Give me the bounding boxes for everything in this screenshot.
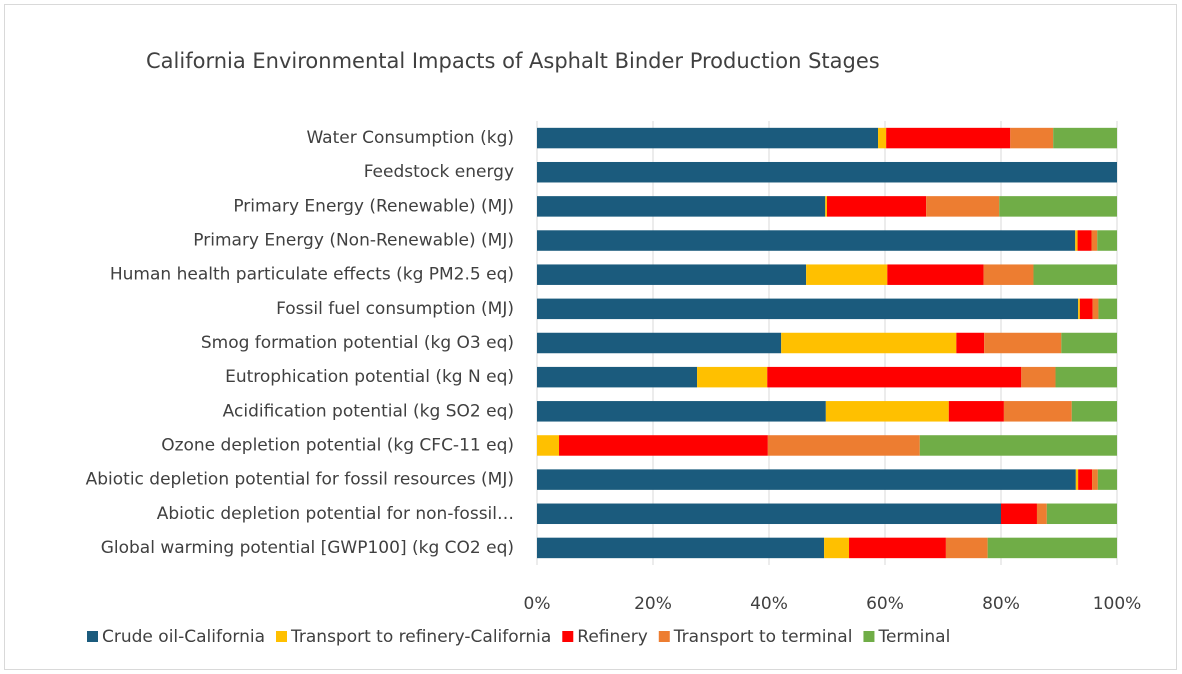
bar-segment — [537, 332, 782, 354]
bar-segment — [1079, 298, 1093, 320]
legend-label: Refinery — [577, 627, 648, 647]
bar-segment — [1091, 230, 1098, 251]
legend-swatch — [276, 631, 287, 642]
bar-segment — [887, 264, 984, 285]
chart-title: California Environmental Impacts of Asph… — [146, 49, 880, 73]
bar-segment — [999, 196, 1117, 217]
bar-segment — [537, 161, 1117, 183]
bar-segment — [1033, 264, 1117, 285]
bar-segment — [1021, 366, 1056, 388]
bar-segment — [919, 435, 1117, 456]
y-tick-label: Abiotic depletion potential for fossil r… — [86, 470, 514, 490]
y-tick-label: Human health particulate effects (kg PM2… — [110, 265, 514, 285]
bar-segment — [1077, 230, 1092, 251]
bar-segment — [926, 196, 1000, 217]
bar-segment — [537, 264, 807, 285]
legend-label: Terminal — [877, 627, 950, 647]
bar-segment — [886, 127, 1011, 149]
bar-segment — [1092, 469, 1098, 490]
x-tick-label: 40% — [750, 594, 788, 614]
y-tick-label: Abiotic depletion potential for non-foss… — [157, 504, 514, 524]
legend-swatch — [863, 631, 875, 642]
y-tick-label: Smog formation potential (kg O3 eq) — [201, 333, 514, 353]
legend-swatch — [562, 631, 574, 642]
x-tick-label: 60% — [866, 594, 904, 614]
y-tick-label: Water Consumption (kg) — [306, 128, 514, 148]
bar-segment — [537, 196, 826, 217]
bar-segment — [1092, 298, 1099, 320]
bar-segment — [948, 401, 1004, 422]
bar-segment — [849, 537, 946, 559]
bar-segment — [878, 127, 887, 149]
bar-segment — [824, 537, 850, 559]
bar-segment — [1061, 332, 1117, 354]
bar-segment — [1055, 366, 1117, 388]
bar-segment — [537, 435, 560, 456]
legend-label: Transport to terminal — [673, 627, 853, 647]
bar-segment — [1098, 298, 1117, 320]
bar-segment — [781, 332, 957, 354]
bar-segment — [1075, 230, 1078, 251]
bar-segment — [1097, 469, 1117, 490]
bar-segment — [825, 401, 949, 422]
bar-segment — [1078, 469, 1093, 490]
bar-segment — [1036, 503, 1047, 525]
bar-segment — [537, 537, 825, 559]
bar-segment — [1001, 503, 1037, 525]
bar-segment — [1046, 503, 1117, 525]
bar-segment — [559, 435, 768, 456]
bar-segment — [983, 264, 1034, 285]
bar-segment — [767, 366, 1022, 388]
bar-segment — [984, 332, 1062, 354]
bar-segment — [1097, 230, 1117, 251]
legend-swatch — [87, 631, 98, 642]
y-tick-label: Fossil fuel consumption (MJ) — [276, 299, 514, 319]
bar-segment — [1078, 298, 1080, 320]
legend-label: Crude oil-California — [102, 627, 265, 647]
bar-segment — [537, 366, 698, 388]
bar-segment — [827, 196, 927, 217]
bar-segment — [697, 366, 768, 388]
bar-segment — [537, 127, 879, 149]
bar-segment — [767, 435, 920, 456]
y-tick-label: Ozone depletion potential (kg CFC-11 eq) — [161, 435, 514, 455]
bar-segment — [537, 469, 1076, 490]
y-tick-label: Feedstock energy — [364, 162, 514, 182]
bar-segment — [537, 503, 1001, 525]
bar-segment — [1075, 469, 1079, 490]
y-tick-label: Eutrophication potential (kg N eq) — [225, 367, 514, 387]
bar-segment — [537, 298, 1079, 320]
bar-segment — [806, 264, 888, 285]
y-tick-label: Primary Energy (Renewable) (MJ) — [233, 196, 514, 216]
legend-swatch — [658, 631, 670, 642]
y-tick-label: Acidification potential (kg SO2 eq) — [223, 401, 514, 421]
bar-segment — [537, 401, 826, 422]
bar-segment — [956, 332, 985, 354]
bar-segment — [1071, 401, 1117, 422]
bar-segment — [1003, 401, 1072, 422]
x-tick-label: 0% — [524, 594, 551, 614]
y-tick-label: Global warming potential [GWP100] (kg CO… — [101, 538, 514, 558]
legend-label: Transport to refinery-California — [290, 627, 551, 647]
x-tick-label: 20% — [634, 594, 672, 614]
y-tick-label: Primary Energy (Non-Renewable) (MJ) — [193, 231, 514, 251]
x-tick-label: 100% — [1093, 594, 1142, 614]
bar-segment — [987, 537, 1117, 559]
bar-segment — [945, 537, 988, 559]
bar-segment — [1053, 127, 1117, 149]
bar-segment — [825, 196, 827, 217]
bar-segment — [537, 230, 1076, 251]
bar-segment — [1010, 127, 1054, 149]
x-tick-label: 80% — [982, 594, 1020, 614]
